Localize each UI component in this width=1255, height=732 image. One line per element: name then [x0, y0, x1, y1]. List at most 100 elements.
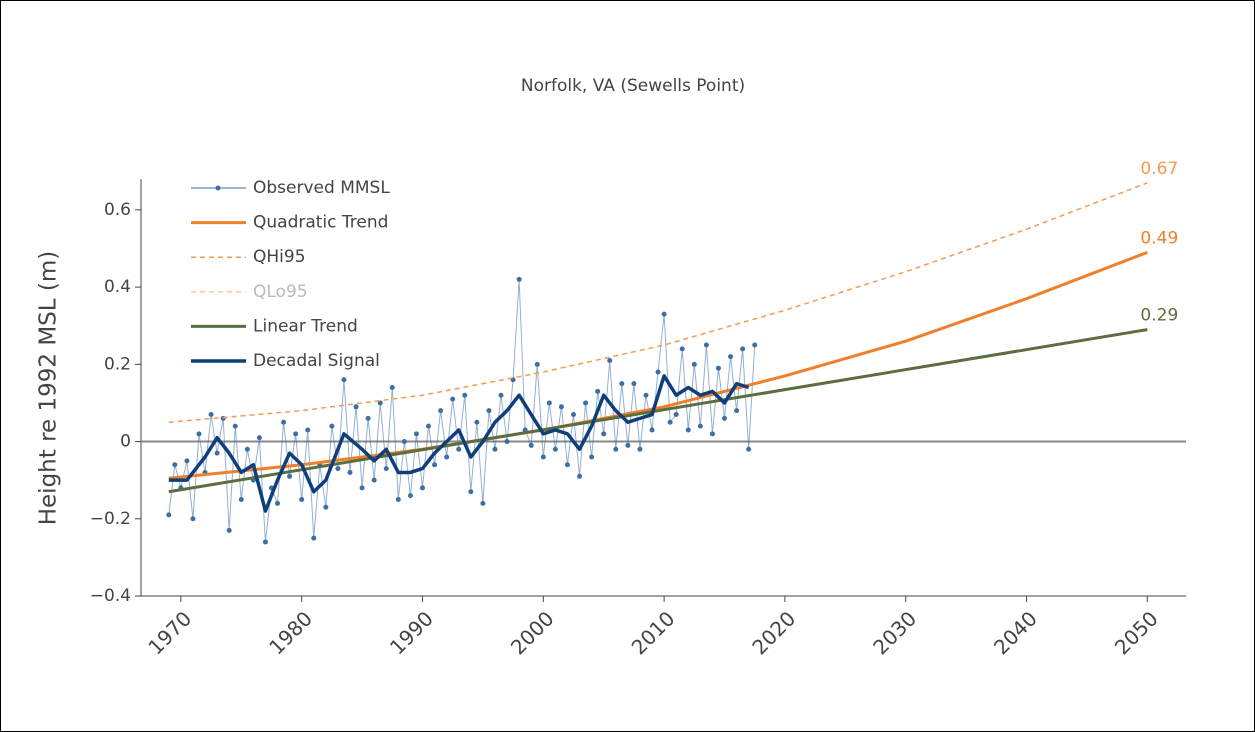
observation-marker [462, 392, 468, 398]
y-axis-label: Height re 1992 MSL (m) [36, 251, 62, 526]
observation-marker [740, 346, 746, 352]
observation-marker [311, 535, 317, 541]
observation-marker [305, 427, 311, 433]
x-tick-label: 2010 [627, 606, 680, 659]
y-tick-label: −0.4 [90, 586, 131, 606]
series-line [168, 278, 756, 543]
observation-marker [208, 412, 214, 418]
observation-marker [365, 415, 371, 421]
observation-marker [570, 412, 576, 418]
legend-label[interactable]: QHi95 [253, 247, 306, 267]
legend-label[interactable]: Quadratic Trend [253, 213, 388, 233]
observation-marker [238, 496, 244, 502]
x-tick-label: 2030 [868, 606, 921, 659]
observation-marker [607, 357, 613, 363]
observation-marker [637, 446, 643, 452]
observation-marker [486, 408, 492, 414]
x-tick-label: 1980 [264, 606, 317, 659]
x-tick-label: 2040 [989, 606, 1042, 659]
legend-label[interactable]: Linear Trend [253, 316, 358, 336]
observation-marker [232, 423, 238, 429]
observation-marker [703, 342, 709, 348]
observation-marker [691, 361, 697, 367]
series-line [168, 374, 750, 513]
legend-label[interactable]: Decadal Signal [253, 351, 380, 371]
observation-marker [595, 388, 601, 394]
observation-marker [371, 477, 377, 483]
observation-marker [649, 427, 655, 433]
observation-marker [244, 446, 250, 452]
observation-marker [474, 419, 480, 425]
observation-marker [438, 408, 444, 414]
observation-marker [172, 462, 178, 468]
observation-marker [715, 365, 721, 371]
observation-marker [256, 435, 262, 441]
observation-marker [166, 512, 172, 518]
observation-marker [679, 346, 685, 352]
observation-marker [480, 500, 486, 506]
x-tick-label: 2020 [747, 606, 800, 659]
observation-marker [667, 419, 673, 425]
observation-marker [323, 504, 329, 510]
observation-marker [359, 485, 365, 491]
y-tick-label: 0.6 [104, 200, 131, 220]
observation-marker [450, 396, 456, 402]
end-label: 0.49 [1140, 228, 1178, 248]
observation-marker [697, 423, 703, 429]
x-tick-label: 1990 [385, 606, 438, 659]
observation-marker [293, 431, 299, 437]
observation-marker [347, 469, 353, 475]
series-line [168, 182, 1148, 423]
observation-marker [631, 381, 637, 387]
observation-marker [643, 392, 649, 398]
observation-marker [752, 342, 758, 348]
observation-marker [419, 485, 425, 491]
observation-marker [262, 539, 268, 545]
observation-marker [709, 431, 715, 437]
observation-marker [401, 439, 407, 445]
legend-label[interactable]: QLo95 [253, 282, 308, 302]
observation-marker [601, 431, 607, 437]
observation-marker [655, 369, 661, 375]
observation-marker [534, 361, 540, 367]
observation-marker [377, 400, 383, 406]
observation-marker [432, 462, 438, 468]
observation-marker [577, 473, 583, 479]
series-line [168, 250, 1148, 480]
observation-marker [625, 442, 631, 448]
observation-marker [413, 431, 419, 437]
observation-marker [685, 427, 691, 433]
observation-marker [546, 400, 552, 406]
observation-marker [456, 446, 462, 452]
observation-marker [552, 446, 558, 452]
observation-marker [746, 446, 752, 452]
observation-marker [468, 489, 474, 495]
observation-marker [407, 493, 413, 499]
observation-marker [734, 408, 740, 414]
observation-marker [492, 446, 498, 452]
observation-marker [673, 412, 679, 418]
observation-marker [564, 462, 570, 468]
observation-marker [728, 354, 734, 360]
observation-marker [383, 466, 389, 472]
observation-marker [426, 423, 432, 429]
observation-marker [184, 458, 190, 464]
observation-marker [589, 454, 595, 460]
legend-label[interactable]: Observed MMSL [253, 178, 390, 198]
observation-marker [329, 423, 335, 429]
observation-marker [540, 454, 546, 460]
y-tick-label: 0.4 [104, 277, 131, 297]
observation-marker [583, 400, 589, 406]
y-tick-label: −0.2 [90, 509, 131, 529]
end-label: 0.29 [1140, 306, 1178, 326]
observation-marker [528, 442, 534, 448]
observation-marker [619, 381, 625, 387]
observation-marker [335, 466, 341, 472]
observation-marker [287, 473, 293, 479]
end-label: 0.67 [1140, 159, 1178, 179]
observation-marker [341, 377, 347, 383]
observation-marker [395, 496, 401, 502]
observation-marker [275, 500, 281, 506]
